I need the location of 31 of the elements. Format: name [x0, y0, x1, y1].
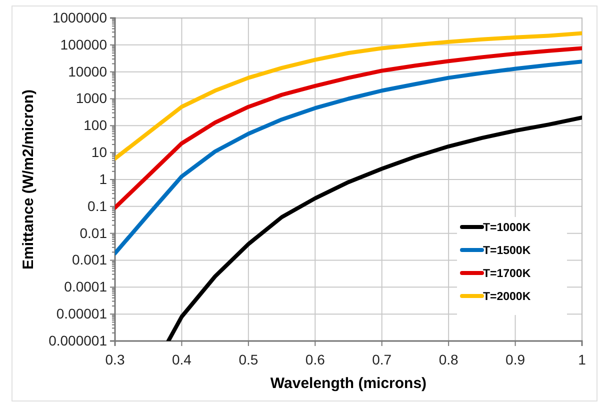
y-tick-label: 0.001: [72, 252, 108, 268]
x-tick-label: 0.3: [105, 351, 125, 368]
y-axis-title: Emittance (W/m2/micron): [20, 89, 37, 270]
y-tick-label: 0.0001: [64, 278, 108, 295]
legend-label: T=1700K: [483, 268, 532, 280]
y-tick-label: 100000: [60, 36, 108, 52]
y-tick-label: 0.000001: [48, 332, 108, 348]
legend-label: T=1000K: [483, 222, 532, 234]
y-tick-label: 0.00001: [56, 306, 108, 322]
line-series: [115, 46, 582, 210]
x-tick-label: 0.5: [238, 351, 258, 368]
line-series: [166, 116, 582, 341]
y-tick-label: 100: [84, 117, 108, 134]
x-axis-title: Wavelength (microns): [270, 375, 427, 392]
y-tick-label: 0.01: [80, 224, 108, 241]
legend-label: T=1500K: [483, 245, 532, 258]
y-tick-label: 1000: [76, 90, 108, 106]
x-tick-label: 0.8: [438, 351, 459, 368]
y-tick-label: 0.1: [88, 198, 108, 214]
x-tick-label: 0.6: [305, 351, 326, 368]
line-series: [115, 60, 582, 256]
y-tick-label: 10: [91, 144, 108, 160]
line-series: [115, 31, 582, 161]
x-tick-label: 0.7: [372, 351, 392, 368]
y-tick-label: 1000000: [52, 9, 108, 26]
x-tick-label: 1: [578, 351, 586, 368]
legend-label: T=2000K: [483, 291, 532, 304]
y-tick-label: 1: [99, 170, 108, 187]
x-tick-label: 0.4: [172, 351, 192, 368]
x-tick-label: 0.9: [506, 351, 526, 368]
y-tick-label: 10000: [68, 63, 108, 80]
